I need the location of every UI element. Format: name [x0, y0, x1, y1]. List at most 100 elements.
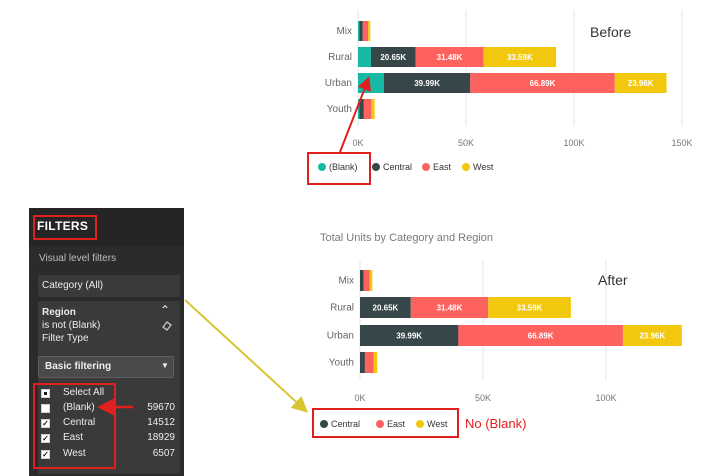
list-item-count: 14512 [147, 417, 175, 428]
top-chart-annotation: Before [590, 24, 632, 40]
bar-segment[interactable] [359, 21, 363, 41]
category-label: Youth [329, 358, 354, 369]
bar-segment[interactable] [370, 47, 416, 67]
bar-segment[interactable] [373, 352, 378, 373]
region-filter-card[interactable]: Region is not (Blank) Filter Type ⌃ [38, 301, 180, 474]
category-label: Youth [327, 104, 352, 115]
list-item-label: (Blank) [63, 402, 95, 413]
category-filter-label: Category (All) [42, 280, 104, 291]
bar-segment[interactable] [488, 297, 571, 318]
data-label: 23.96K [639, 332, 665, 341]
x-tick-label: 100K [563, 138, 584, 148]
bar-segment[interactable] [383, 73, 471, 93]
region-value-list: Select All (Blank) 59670 ✓ Central 14512… [29, 380, 184, 476]
bar-segment[interactable] [360, 270, 364, 291]
x-tick-label: 50K [458, 138, 474, 148]
list-item-label: East [63, 432, 84, 443]
bottom-legend[interactable]: Central East West [320, 418, 460, 434]
legend-label-east: East [387, 419, 406, 429]
bar-segment[interactable] [358, 73, 384, 93]
filter-mode-dropdown[interactable]: Basic filtering ▼ [38, 356, 174, 378]
checkbox-partial[interactable] [41, 389, 50, 398]
list-item-count: 6507 [152, 448, 175, 459]
data-label: 39.99K [396, 332, 422, 341]
legend-label-central: Central [383, 162, 413, 172]
bottom-legend-highlight-box [312, 408, 459, 438]
top-legend-item-central[interactable]: Central [372, 162, 412, 172]
data-label: 66.89K [530, 79, 556, 88]
bottom-legend-item-west[interactable]: West [416, 419, 447, 429]
bar-segment[interactable] [470, 73, 615, 93]
x-tick-label: 150K [671, 138, 692, 148]
bar-segment[interactable] [368, 21, 371, 41]
list-item-blank[interactable]: (Blank) 59670 [39, 402, 179, 416]
list-item-central[interactable]: ✓ Central 14512 [39, 417, 179, 431]
bar-segment[interactable] [622, 325, 682, 346]
legend-label-west: West [427, 419, 448, 429]
legend-swatch-west [416, 420, 424, 428]
bar-segment[interactable] [359, 99, 364, 119]
legend-swatch-east [422, 163, 430, 171]
bar-segment[interactable] [360, 352, 365, 373]
legend-label-central: Central [331, 419, 361, 429]
data-label: 31.48K [437, 53, 463, 62]
bar-segment[interactable] [458, 325, 623, 346]
list-item-count: 18929 [147, 432, 175, 443]
bar-segment[interactable] [358, 47, 371, 67]
bottom-legend-item-central[interactable]: Central [320, 419, 360, 429]
collapse-chevron-icon[interactable]: ⌃ [160, 303, 171, 317]
bottom-chart-annotation: After [598, 272, 628, 288]
category-label: Urban [327, 331, 354, 342]
bar-segment[interactable] [483, 47, 557, 67]
bottom-chart: 0K 50K 100K Mix Rural 20.65K 31.48K 33.59K Urban… [300, 250, 712, 420]
list-item-east[interactable]: ✓ East 18929 [39, 432, 179, 446]
yellow-arrow-to-after-legend [184, 299, 308, 413]
legend-swatch-central [320, 420, 328, 428]
x-tick-label: 50K [475, 393, 491, 403]
list-item-count: 59670 [147, 402, 175, 413]
bar-segment[interactable] [415, 47, 484, 67]
bar-segment[interactable] [358, 21, 360, 41]
legend-swatch-east [376, 420, 384, 428]
top-legend[interactable]: (Blank) Central East West [318, 160, 538, 176]
region-condition-label: is not (Blank) [42, 320, 101, 331]
list-item-label: Central [63, 417, 96, 428]
bar-segment[interactable] [371, 99, 375, 119]
checkbox-checked[interactable]: ✓ [41, 450, 50, 459]
x-tick-label: 0K [352, 138, 363, 148]
bar-segment[interactable] [364, 352, 374, 373]
list-item-west[interactable]: ✓ West 6507 [39, 448, 179, 462]
checkbox-checked[interactable]: ✓ [41, 434, 50, 443]
bar-segment[interactable] [369, 270, 373, 291]
data-label: 23.96K [628, 79, 654, 88]
bar-segment[interactable] [362, 21, 369, 41]
filters-title: FILTERS [37, 219, 89, 233]
bar-segment[interactable] [363, 99, 372, 119]
bar-segment[interactable] [358, 99, 360, 119]
bottom-chart-plot: 0K 50K 100K Mix Rural 20.65K 31.48K 33.59K Urban… [327, 260, 682, 403]
bar-segment[interactable] [614, 73, 667, 93]
legend-swatch-west [462, 163, 470, 171]
bar-segment[interactable] [360, 297, 411, 318]
bar-segment[interactable] [410, 297, 489, 318]
checkbox-unchecked[interactable] [41, 404, 50, 413]
category-label: Mix [338, 276, 354, 287]
eraser-icon[interactable] [161, 319, 173, 331]
bar-segment[interactable] [360, 325, 459, 346]
list-item-select-all[interactable]: Select All [39, 387, 179, 401]
bottom-legend-item-east[interactable]: East [376, 419, 405, 429]
category-filter-card[interactable]: Category (All) [38, 275, 180, 297]
x-tick-label: 100K [595, 393, 616, 403]
bottom-chart-title: Total Units by Category and Region [320, 232, 494, 244]
category-label: Urban [325, 78, 352, 89]
top-legend-item-blank[interactable]: (Blank) [318, 162, 358, 172]
data-label: 66.89K [528, 332, 554, 341]
top-legend-item-east[interactable]: East [422, 162, 451, 172]
dropdown-arrow-icon: ▼ [161, 361, 169, 370]
filter-type-label: Filter Type [42, 333, 89, 344]
visual-level-filters-label: Visual level filters [39, 253, 117, 264]
bar-segment[interactable] [363, 270, 370, 291]
checkbox-checked[interactable]: ✓ [41, 419, 50, 428]
legend-label-blank: (Blank) [329, 162, 358, 172]
top-legend-item-west[interactable]: West [462, 162, 493, 172]
